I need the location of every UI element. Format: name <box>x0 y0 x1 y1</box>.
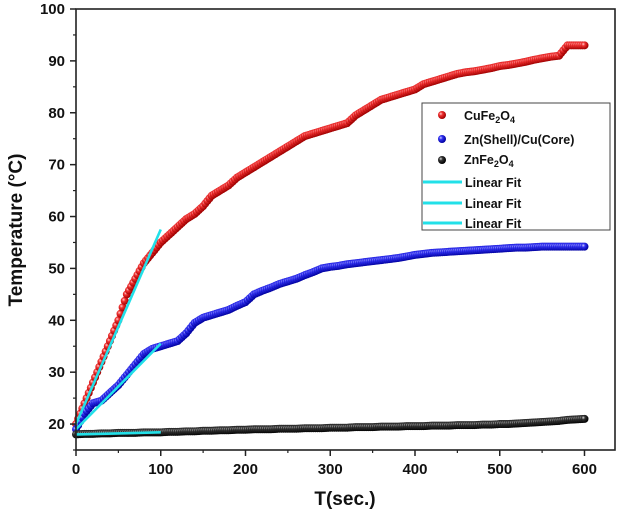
legend-label-fit-2: Linear Fit <box>465 197 522 211</box>
y-tick-label: 60 <box>48 209 65 226</box>
x-tick-label: 600 <box>572 461 597 478</box>
y-tick-label: 80 <box>48 105 65 122</box>
point-cufe2o4 <box>580 41 589 50</box>
plot-frame <box>75 8 616 451</box>
x-tick-label: 300 <box>318 461 343 478</box>
y-tick-label: 20 <box>48 416 65 433</box>
linear-fit-line-1 <box>74 228 162 425</box>
x-tick-label: 0 <box>72 461 80 478</box>
legend-label-fit-1: Linear Fit <box>465 176 522 190</box>
x-tick-label: 400 <box>402 461 427 478</box>
legend-marker-znfe2o4 <box>438 156 446 164</box>
legend-label-fit-3: Linear Fit <box>465 217 522 231</box>
legend-label-cufe2o4: CuFe2O4 <box>464 109 515 125</box>
legend-label-zn-shell-cu-core: Zn(Shell)/Cu(Core) <box>464 133 574 147</box>
point-znfe2o4 <box>580 414 589 423</box>
y-axis-label: Temperature (°C) <box>6 154 27 307</box>
y-tick-label: 50 <box>48 260 65 277</box>
y-tick-label: 40 <box>48 312 65 329</box>
x-tick-label: 200 <box>233 461 258 478</box>
x-tick-label: 100 <box>148 461 173 478</box>
series-znfe2o4 <box>72 414 589 439</box>
x-tick-label: 500 <box>487 461 512 478</box>
series-cufe2o4 <box>72 41 589 429</box>
series-zn-shell-cu-core <box>72 242 589 434</box>
y-tick-label: 100 <box>40 1 65 18</box>
point-zn-shell-cu-core <box>580 242 589 251</box>
y-tick-label: 30 <box>48 364 65 381</box>
legend-marker-zn-shell-cu-core <box>438 135 446 143</box>
legend-marker-cufe2o4 <box>438 111 446 119</box>
legend: CuFe2O4 Zn(Shell)/Cu(Core) ZnFe2O4 Linea… <box>421 102 611 231</box>
y-tick-label: 90 <box>48 53 65 70</box>
x-axis-label: T(sec.) <box>314 489 375 510</box>
legend-label-znfe2o4: ZnFe2O4 <box>464 153 514 169</box>
linear-fit-line-3 <box>75 431 161 436</box>
linear-fit-line-2 <box>75 342 162 431</box>
y-tick-label: 70 <box>48 157 65 174</box>
point-cufe2o4-interp <box>120 296 129 305</box>
